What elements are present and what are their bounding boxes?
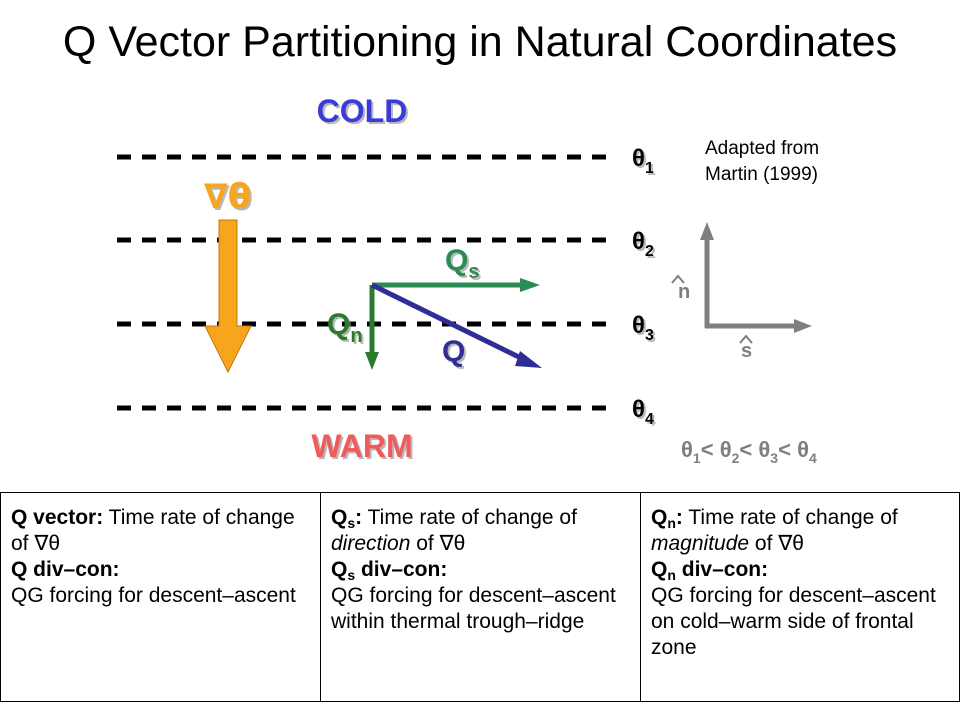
box-qn-divcon-heading: Qn div–con: xyxy=(651,558,769,583)
q-vector-diagram: θ1 θ2 θ3 θ4 COLD WARM ∇θ Qs Qn Q n s θ1<… xyxy=(117,93,817,466)
qn-label: Qn xyxy=(327,308,363,347)
definition-box-qn: Qn: Time rate of change of magnitude of … xyxy=(640,493,960,701)
credit-line-1: Adapted from xyxy=(705,138,820,159)
theta-1-label: θ1 xyxy=(632,145,654,177)
natural-coordinate-axes xyxy=(700,222,812,333)
credit-line-2: Martin (1999) xyxy=(705,164,818,185)
box-qs-divcon-heading: Qs div–con: xyxy=(331,558,448,583)
box-q-divcon-heading: Q div–con: xyxy=(11,558,120,581)
page-title: Q Vector Partitioning in Natural Coordin… xyxy=(62,18,898,66)
n-axis-arrowhead xyxy=(700,222,714,240)
definition-box-qs: Qs: Time rate of change of direction of … xyxy=(320,493,640,701)
theta-inequality: θ1< θ2< θ3< θ4 xyxy=(681,437,817,466)
theta-2-label: θ2 xyxy=(632,228,654,260)
s-hat-caret xyxy=(739,334,753,344)
definition-box-q: Q vector: Time rate of change of ∇θ Q di… xyxy=(0,493,320,701)
theta-4-label: θ4 xyxy=(632,396,654,428)
box-qs-divcon-text: QG forcing for descent–ascent within the… xyxy=(331,584,616,633)
qs-vector-head xyxy=(520,278,540,292)
qn-vector-head xyxy=(365,352,379,370)
s-hat-label: s xyxy=(741,340,752,362)
s-axis-arrowhead xyxy=(794,319,812,333)
qs-label: Qs xyxy=(445,244,479,283)
warm-label: WARM xyxy=(311,428,412,464)
credit-note: Adapted from Martin (1999) xyxy=(705,136,819,188)
q-vectors xyxy=(365,278,542,370)
n-hat-caret xyxy=(671,274,685,284)
definition-table: Q vector: Time rate of change of ∇θ Q di… xyxy=(0,492,960,702)
cold-label: COLD xyxy=(317,93,408,129)
q-label: Q xyxy=(442,335,465,368)
q-vector-shaft xyxy=(370,282,527,363)
box-q-description: Q vector: Time rate of change of ∇θ xyxy=(11,506,295,555)
box-qs-description: Qs: Time rate of change of direction of … xyxy=(331,506,577,555)
q-vector-head xyxy=(515,351,542,368)
n-hat-label: n xyxy=(678,281,690,303)
isentrope-lines xyxy=(117,154,615,411)
box-qn-divcon-text: QG forcing for descent–ascent on cold–wa… xyxy=(651,584,936,659)
theta-3-label: θ3 xyxy=(632,312,654,344)
grad-theta-label: ∇θ xyxy=(204,177,251,217)
box-q-divcon-text: QG forcing for descent–ascent xyxy=(11,584,296,607)
box-qn-description: Qn: Time rate of change of magnitude of … xyxy=(651,506,898,555)
grad-theta-arrow xyxy=(204,219,252,374)
